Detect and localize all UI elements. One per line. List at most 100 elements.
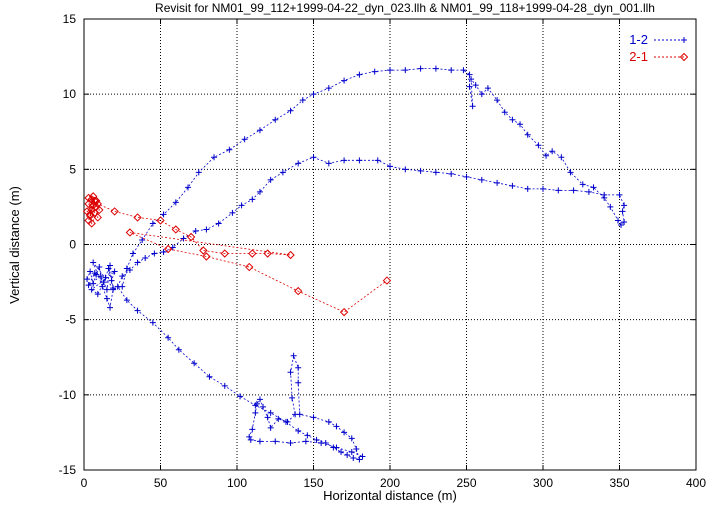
y-tick-label: 15 <box>63 12 77 26</box>
data-point-1-2 <box>387 163 393 170</box>
data-point-1-2 <box>241 136 248 143</box>
x-tick-label: 300 <box>533 476 553 490</box>
data-point-1-2 <box>267 176 274 183</box>
data-point-1-2 <box>567 169 574 176</box>
data-point-1-2 <box>448 67 455 74</box>
data-point-1-2 <box>119 273 126 280</box>
series-2-1 <box>82 192 392 317</box>
data-point-1-2 <box>348 448 355 455</box>
data-point-1-2 <box>579 181 586 188</box>
data-point-1-2 <box>110 286 117 293</box>
data-point-1-2 <box>221 382 228 389</box>
x-tick-label: 150 <box>303 476 323 490</box>
data-point-1-2 <box>237 393 244 400</box>
data-point-1-2 <box>621 202 628 209</box>
data-point-1-2 <box>417 65 424 72</box>
data-point-1-2 <box>341 77 348 84</box>
data-point-1-2 <box>466 83 473 90</box>
data-point-1-2 <box>126 267 133 274</box>
data-point-1-2 <box>107 304 114 311</box>
data-point-1-2 <box>509 116 516 123</box>
data-point-1-2 <box>249 196 256 203</box>
data-point-2-1 <box>110 207 119 216</box>
data-point-1-2 <box>494 97 501 104</box>
data-point-1-2 <box>215 220 222 227</box>
data-point-1-2 <box>468 76 475 83</box>
data-point-2-1 <box>95 205 104 215</box>
data-point-1-2 <box>279 169 286 176</box>
data-point-1-2 <box>160 249 167 256</box>
data-point-1-2 <box>601 191 608 198</box>
data-point-1-2 <box>203 226 210 233</box>
data-point-1-2 <box>535 142 542 149</box>
data-point-2-1 <box>202 252 211 261</box>
data-point-1-2 <box>304 432 311 439</box>
data-point-1-2 <box>540 185 546 192</box>
data-point-1-2 <box>195 169 202 176</box>
data-point-1-2 <box>275 415 282 422</box>
data-point-1-2 <box>353 445 360 452</box>
data-point-2-1 <box>245 262 254 272</box>
data-point-1-2 <box>295 427 302 434</box>
data-point-1-2 <box>318 439 325 446</box>
data-point-1-2 <box>549 148 556 155</box>
data-point-1-2 <box>129 250 136 257</box>
data-point-1-2 <box>448 170 455 177</box>
data-point-1-2 <box>165 334 172 341</box>
data-point-1-2 <box>123 265 130 272</box>
data-point-1-2 <box>123 297 130 304</box>
data-point-2-1 <box>163 244 173 254</box>
data-point-1-2 <box>302 438 309 445</box>
data-point-1-2 <box>139 236 146 243</box>
data-point-1-2 <box>558 154 565 161</box>
data-point-1-2 <box>256 396 263 403</box>
data-point-1-2 <box>111 268 118 275</box>
y-tick-label: 10 <box>63 87 77 101</box>
data-point-1-2 <box>289 394 296 401</box>
data-point-1-2 <box>585 188 592 195</box>
data-point-1-2 <box>310 91 317 98</box>
data-point-1-2 <box>517 121 524 128</box>
data-point-1-2 <box>103 286 110 293</box>
data-point-1-2 <box>249 426 256 433</box>
data-point-2-1 <box>286 250 295 260</box>
data-point-2-1 <box>263 249 272 258</box>
y-axis-label: Vertical distance (m) <box>7 186 22 304</box>
y-tick-label: -15 <box>59 463 77 477</box>
data-point-1-2 <box>387 67 393 74</box>
data-point-1-2 <box>96 264 103 271</box>
data-point-2-1 <box>382 276 392 285</box>
data-point-1-2 <box>484 85 491 92</box>
data-point-1-2 <box>229 209 236 216</box>
data-point-1-2 <box>94 291 101 298</box>
data-point-1-2 <box>333 423 340 430</box>
data-point-1-2 <box>149 220 156 227</box>
data-point-1-2 <box>272 438 279 445</box>
data-point-1-2 <box>108 277 115 284</box>
data-point-1-2 <box>590 184 597 191</box>
data-point-1-2 <box>238 202 245 209</box>
data-point-1-2 <box>256 188 263 195</box>
data-point-1-2 <box>226 146 233 153</box>
data-point-1-2 <box>267 424 274 431</box>
x-tick-label: 400 <box>686 476 706 490</box>
data-point-1-2 <box>463 173 470 180</box>
data-point-1-2 <box>253 400 260 407</box>
x-tick-label: 250 <box>456 476 476 490</box>
data-point-1-2 <box>543 152 550 159</box>
data-point-1-2 <box>267 409 274 416</box>
data-point-2-1 <box>93 199 102 209</box>
data-point-1-2 <box>252 409 259 416</box>
data-point-1-2 <box>509 182 516 189</box>
x-tick-label: 200 <box>380 476 400 490</box>
data-point-1-2 <box>107 262 114 269</box>
data-point-1-2 <box>325 418 332 425</box>
data-point-2-1 <box>171 225 181 234</box>
data-point-1-2 <box>469 103 476 110</box>
data-point-1-2 <box>356 157 363 164</box>
legend-label-1-2: 1-2 <box>629 32 648 47</box>
legend-marker-shape <box>681 37 687 43</box>
legend-label-2-1: 2-1 <box>629 49 648 64</box>
